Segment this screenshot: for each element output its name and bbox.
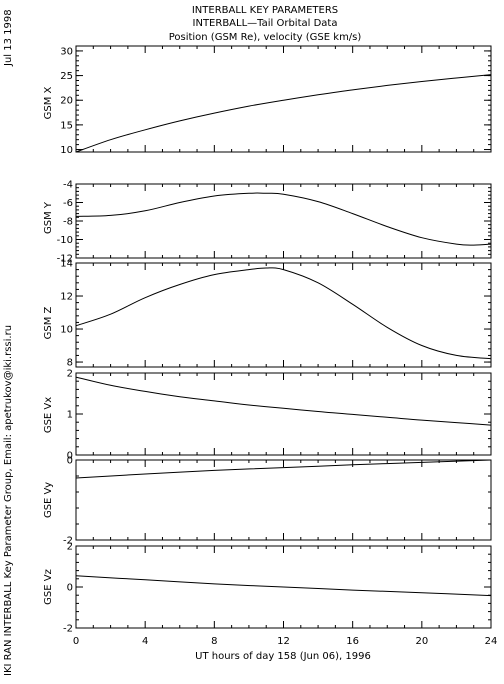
y-tick-label: 8 bbox=[67, 358, 73, 369]
y-tick-label: 0 bbox=[67, 456, 73, 467]
y-tick-label: 2 bbox=[67, 369, 73, 380]
panel-6-ylabel: GSE Vz bbox=[43, 569, 54, 605]
panel-5-ylabel: GSE Vy bbox=[43, 482, 54, 518]
panel-1-ylabel: GSM X bbox=[43, 86, 54, 119]
x-tick-label: 0 bbox=[73, 636, 79, 647]
y-tick-label: 12 bbox=[60, 292, 73, 303]
series-line-gse-vx bbox=[75, 376, 492, 426]
x-tick-label: 16 bbox=[346, 636, 359, 647]
panel-frame-2 bbox=[75, 183, 492, 259]
y-tick-label: 14 bbox=[60, 259, 73, 270]
y-tick-label: 10 bbox=[60, 145, 73, 156]
y-tick-label: -2 bbox=[63, 624, 73, 635]
title-line-1: INTERBALL KEY PARAMETERS bbox=[192, 5, 338, 16]
x-tick-label: 24 bbox=[485, 636, 498, 647]
plot-date: Jul 13 1998 bbox=[3, 9, 14, 67]
y-tick-label: 1 bbox=[67, 410, 73, 421]
series-line-gsm-y bbox=[75, 192, 492, 246]
series-line-gsm-x bbox=[75, 74, 492, 153]
title-line-3: Position (GSM Re), velocity (GSE km/s) bbox=[169, 32, 362, 43]
series-line-gse-vy bbox=[75, 459, 492, 479]
credit-line: IKI RAN INTERBALL Key Parameter Group, E… bbox=[3, 325, 14, 676]
panel-frame-5 bbox=[75, 459, 492, 541]
panel-frame-3 bbox=[75, 262, 492, 368]
x-tick-label: 4 bbox=[142, 636, 148, 647]
y-tick-label: -2 bbox=[63, 536, 73, 547]
y-tick-label: 0 bbox=[67, 583, 73, 594]
y-tick-label: 30 bbox=[60, 46, 73, 57]
y-tick-label: -6 bbox=[63, 198, 73, 209]
y-tick-label: 25 bbox=[60, 71, 73, 82]
x-tick-label: 12 bbox=[277, 636, 290, 647]
y-tick-label: -12 bbox=[57, 254, 73, 265]
panel-2-ylabel: GSM Y bbox=[43, 201, 54, 234]
x-tick-label: 20 bbox=[415, 636, 428, 647]
y-tick-label: -10 bbox=[57, 235, 73, 246]
title-line-2: INTERBALL—Tail Orbital Data bbox=[193, 18, 338, 29]
y-tick-label: 15 bbox=[60, 120, 73, 131]
panel-3-ylabel: GSM Z bbox=[43, 306, 54, 339]
x-axis-label: UT hours of day 158 (Jun 06), 1996 bbox=[195, 651, 371, 662]
y-tick-label: 10 bbox=[60, 325, 73, 336]
panel-4-ylabel: GSE Vx bbox=[43, 397, 54, 433]
series-line-gse-vz bbox=[75, 575, 492, 597]
y-tick-label: -8 bbox=[63, 217, 73, 228]
x-tick-label: 8 bbox=[211, 636, 217, 647]
y-tick-label: 2 bbox=[67, 542, 73, 553]
y-tick-label: -4 bbox=[63, 180, 73, 191]
y-tick-label: 0 bbox=[67, 451, 73, 462]
panel-frame-1 bbox=[75, 45, 492, 153]
panel-frame-4 bbox=[75, 372, 492, 456]
series-line-gsm-z bbox=[75, 267, 492, 360]
y-tick-label: 20 bbox=[60, 96, 73, 107]
